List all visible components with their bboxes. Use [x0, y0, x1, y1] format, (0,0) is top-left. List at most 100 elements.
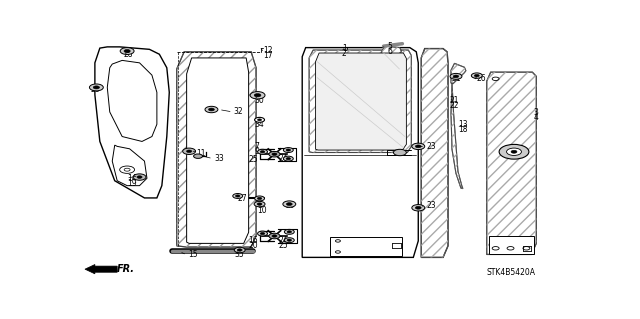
- Circle shape: [474, 74, 479, 77]
- Circle shape: [120, 48, 134, 55]
- Circle shape: [471, 73, 483, 78]
- Circle shape: [269, 152, 280, 157]
- Circle shape: [511, 150, 517, 153]
- Circle shape: [133, 174, 146, 180]
- Circle shape: [186, 150, 192, 152]
- Circle shape: [137, 176, 142, 178]
- Text: 14: 14: [127, 174, 137, 183]
- Text: 4: 4: [534, 113, 539, 122]
- Circle shape: [287, 231, 292, 233]
- Circle shape: [254, 201, 265, 207]
- Circle shape: [287, 239, 292, 241]
- Circle shape: [284, 238, 294, 243]
- Circle shape: [272, 235, 277, 237]
- Circle shape: [237, 249, 242, 251]
- Polygon shape: [330, 237, 403, 256]
- Circle shape: [124, 49, 131, 53]
- Text: 34: 34: [255, 120, 264, 129]
- FancyArrow shape: [85, 264, 117, 274]
- Circle shape: [415, 206, 421, 209]
- Text: 6: 6: [388, 47, 392, 56]
- Polygon shape: [309, 50, 412, 152]
- Polygon shape: [381, 46, 401, 72]
- Circle shape: [412, 204, 425, 211]
- Circle shape: [250, 92, 265, 99]
- Text: 1: 1: [342, 44, 347, 53]
- Text: 17: 17: [264, 51, 273, 61]
- Circle shape: [234, 247, 245, 253]
- Circle shape: [182, 148, 196, 154]
- Circle shape: [284, 148, 293, 152]
- Polygon shape: [451, 63, 466, 84]
- Circle shape: [193, 154, 202, 159]
- Circle shape: [93, 86, 99, 89]
- Text: 5: 5: [388, 42, 392, 51]
- Text: 27: 27: [237, 194, 247, 203]
- Polygon shape: [302, 48, 419, 257]
- Text: 11: 11: [196, 149, 206, 158]
- Text: 2: 2: [342, 49, 347, 58]
- Text: 24: 24: [278, 154, 288, 163]
- Circle shape: [412, 143, 425, 150]
- Text: 26: 26: [477, 74, 486, 83]
- Polygon shape: [489, 236, 534, 255]
- Circle shape: [260, 151, 265, 153]
- Text: 29: 29: [286, 201, 296, 210]
- Circle shape: [287, 203, 292, 205]
- Text: 13: 13: [458, 120, 468, 129]
- Text: 30: 30: [255, 96, 264, 105]
- Circle shape: [272, 153, 277, 155]
- Text: FR.: FR.: [117, 264, 135, 274]
- Circle shape: [233, 194, 243, 198]
- Polygon shape: [472, 74, 477, 79]
- Text: 22: 22: [449, 100, 459, 110]
- Circle shape: [257, 203, 262, 205]
- Text: STK4B5420A: STK4B5420A: [486, 268, 536, 277]
- Circle shape: [90, 84, 103, 91]
- Circle shape: [284, 156, 293, 161]
- Text: 20: 20: [249, 241, 259, 249]
- Circle shape: [453, 75, 459, 78]
- Circle shape: [205, 106, 218, 113]
- Text: 10: 10: [257, 206, 267, 215]
- Text: 33: 33: [214, 154, 223, 163]
- Polygon shape: [177, 52, 256, 247]
- Circle shape: [507, 148, 522, 155]
- Text: 35: 35: [235, 250, 244, 259]
- Polygon shape: [95, 47, 169, 198]
- Circle shape: [120, 166, 134, 174]
- Polygon shape: [486, 72, 536, 255]
- Text: 9: 9: [255, 147, 259, 156]
- Circle shape: [255, 196, 264, 201]
- Text: 28: 28: [91, 85, 100, 94]
- Text: 32: 32: [234, 108, 243, 116]
- Text: 16: 16: [249, 236, 259, 245]
- Circle shape: [257, 149, 268, 154]
- Text: 8: 8: [257, 201, 262, 210]
- Circle shape: [286, 149, 291, 151]
- Polygon shape: [112, 145, 147, 186]
- Text: 31: 31: [451, 74, 461, 83]
- Circle shape: [499, 145, 529, 159]
- Circle shape: [124, 168, 130, 171]
- Text: 19: 19: [127, 179, 137, 188]
- Text: 21: 21: [449, 96, 459, 105]
- Circle shape: [284, 229, 294, 234]
- Circle shape: [394, 149, 406, 156]
- Text: 18: 18: [458, 125, 467, 134]
- Polygon shape: [421, 48, 448, 257]
- Text: 7: 7: [255, 142, 259, 151]
- Circle shape: [260, 233, 265, 235]
- Text: 12: 12: [264, 46, 273, 55]
- Text: 3: 3: [534, 108, 539, 117]
- Circle shape: [450, 73, 462, 79]
- Circle shape: [255, 117, 264, 122]
- Circle shape: [254, 93, 261, 97]
- Text: 23: 23: [426, 201, 436, 210]
- Circle shape: [236, 195, 240, 197]
- Text: 24: 24: [278, 236, 288, 245]
- Polygon shape: [108, 60, 157, 141]
- Text: 23: 23: [426, 142, 436, 151]
- Circle shape: [257, 197, 262, 200]
- Circle shape: [209, 108, 214, 111]
